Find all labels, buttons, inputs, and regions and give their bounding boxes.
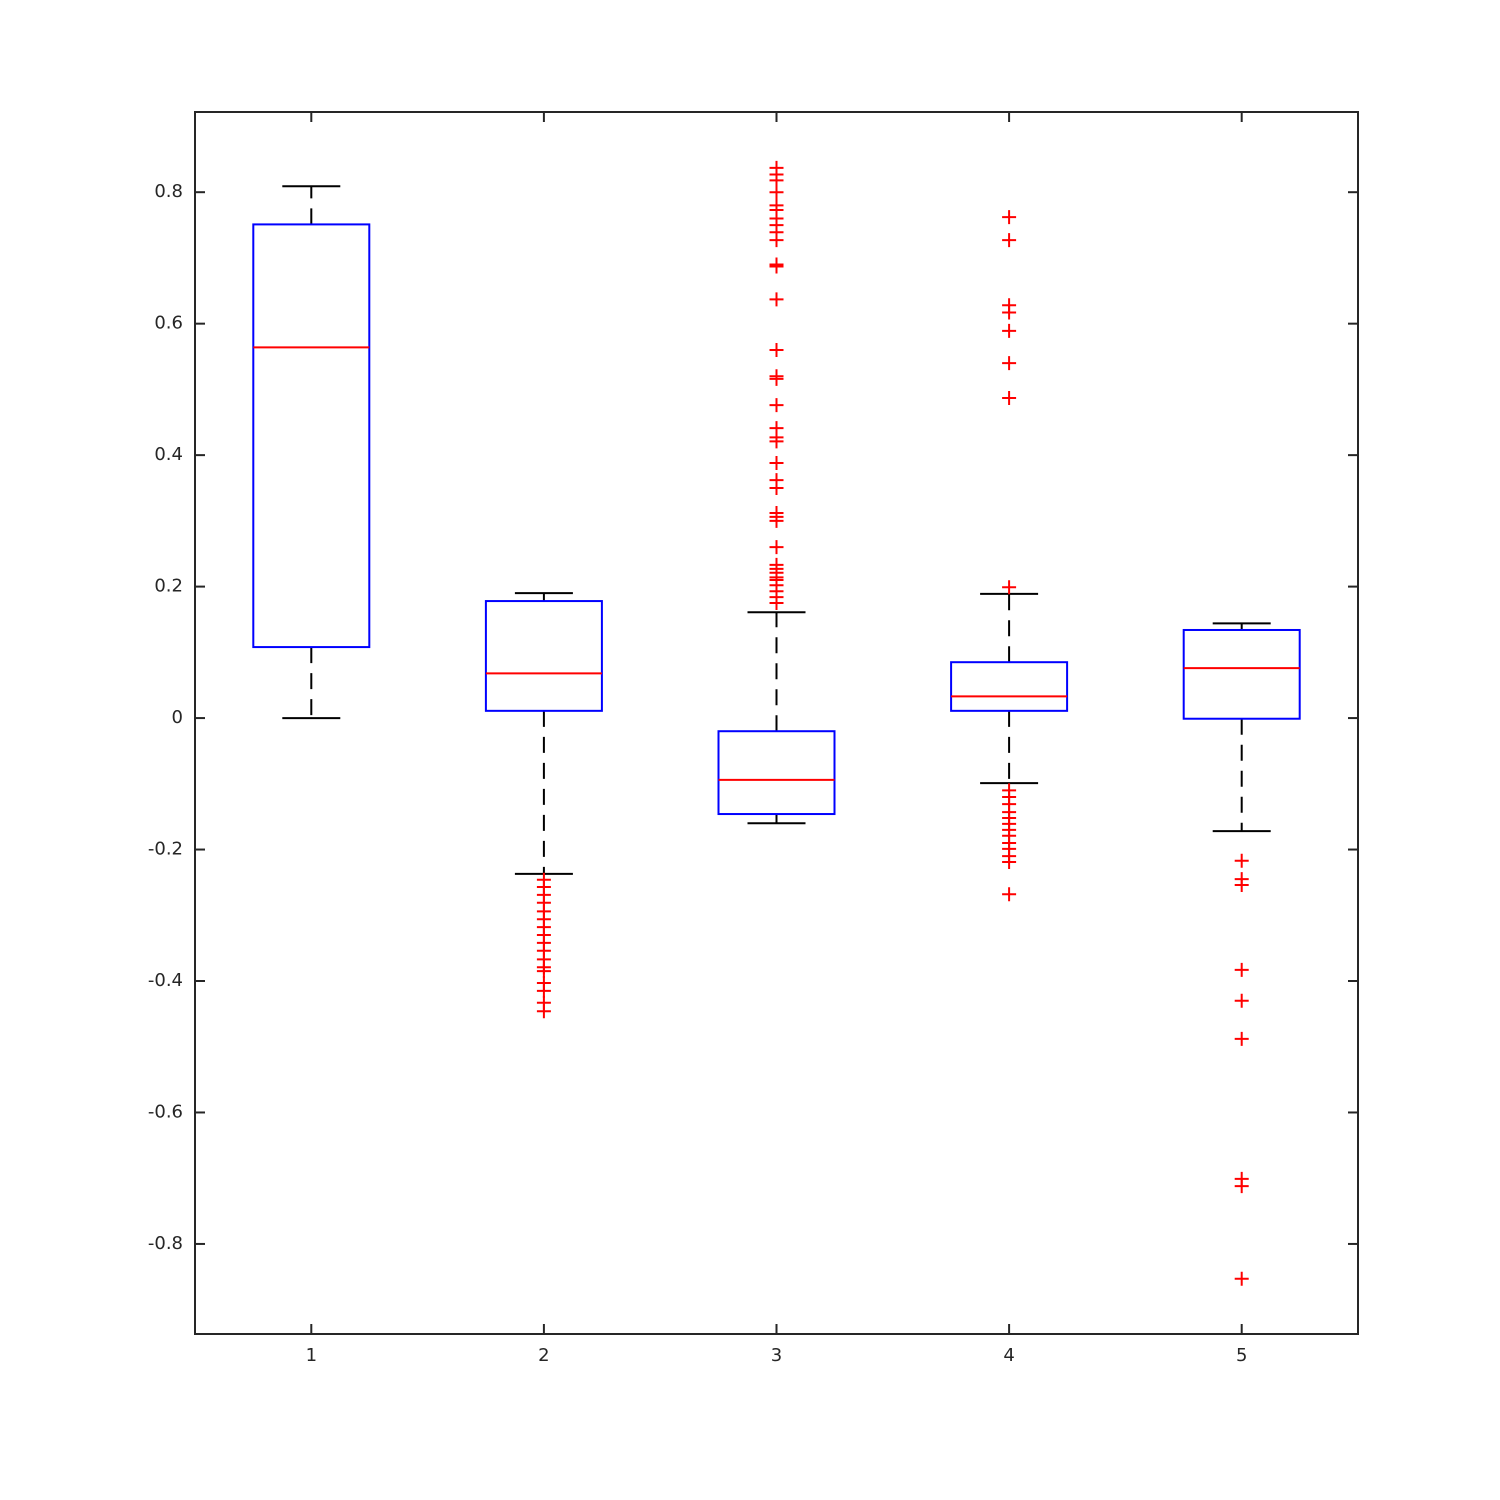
outlier [769, 233, 784, 248]
outlier [1234, 1271, 1249, 1286]
outlier [1234, 878, 1249, 893]
outlier [1002, 356, 1017, 371]
x-tick-label: 4 [1003, 1345, 1014, 1366]
outlier [1234, 993, 1249, 1008]
outlier [769, 173, 784, 188]
y-tick-label: 0.2 [154, 576, 183, 597]
outlier [1002, 390, 1017, 405]
outlier [1002, 233, 1017, 248]
y-tick-label: 0.8 [154, 181, 183, 202]
y-tick-label: -0.6 [148, 1101, 183, 1122]
outlier [769, 259, 784, 274]
outlier [1002, 305, 1017, 320]
y-tick-label: -0.4 [148, 970, 183, 991]
outlier [769, 540, 784, 555]
x-tick-label: 2 [538, 1345, 549, 1366]
y-tick-label: 0.6 [154, 313, 183, 334]
y-tick-label: 0 [172, 707, 183, 728]
outlier [1234, 853, 1249, 868]
outlier [1234, 962, 1249, 977]
outlier [769, 398, 784, 413]
outlier [769, 513, 784, 528]
outlier [1002, 887, 1017, 902]
x-tick-label: 1 [306, 1345, 317, 1366]
x-tick-label: 3 [771, 1345, 782, 1366]
outlier [1002, 855, 1017, 870]
outlier [536, 983, 551, 998]
outlier [769, 434, 784, 449]
outlier [769, 292, 784, 307]
outlier [536, 1004, 551, 1019]
x-tick-label: 5 [1236, 1345, 1247, 1366]
box [950, 661, 1069, 712]
outlier [1002, 210, 1017, 225]
outlier [1002, 323, 1017, 338]
outlier [769, 185, 784, 200]
outlier [1234, 1179, 1249, 1194]
outlier [1002, 580, 1017, 595]
box [252, 223, 371, 649]
outlier [769, 596, 784, 611]
y-tick-label: 0.4 [154, 444, 183, 465]
outlier [769, 371, 784, 386]
outlier [536, 964, 551, 979]
box [717, 730, 836, 816]
box [1182, 628, 1301, 720]
y-tick-label: -0.2 [148, 839, 183, 860]
outlier [1234, 1031, 1249, 1046]
box [484, 600, 603, 712]
outlier [769, 456, 784, 471]
y-tick-label: -0.8 [148, 1233, 183, 1254]
outlier [769, 481, 784, 495]
outlier [769, 342, 784, 357]
